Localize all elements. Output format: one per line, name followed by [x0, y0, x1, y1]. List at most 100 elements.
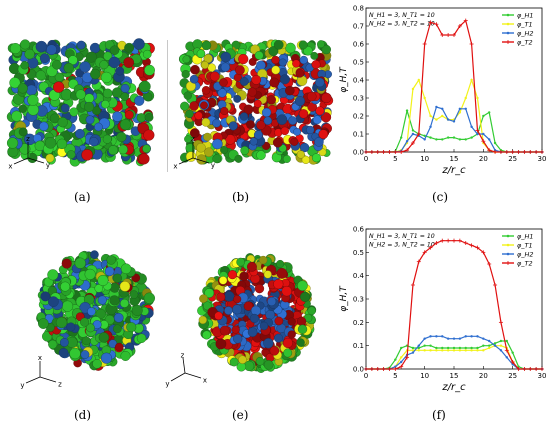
data-point	[504, 348, 509, 353]
data-point	[498, 150, 503, 154]
x-tick-label: 20	[479, 155, 488, 163]
particle	[85, 115, 95, 125]
data-point	[375, 367, 380, 371]
particle	[57, 117, 68, 128]
particle	[134, 95, 145, 106]
particle	[97, 295, 107, 305]
particle	[269, 346, 280, 356]
data-point	[493, 141, 497, 145]
x-tick-label: 0	[364, 372, 368, 380]
data-point	[364, 367, 368, 371]
data-point	[510, 150, 515, 154]
data-point	[464, 346, 467, 350]
particle	[283, 348, 293, 358]
data-point	[516, 367, 521, 371]
particle	[120, 83, 130, 93]
particle	[61, 300, 74, 312]
annotation-line: N_H2 = 3, N_T2 = 10	[369, 21, 435, 28]
particle	[181, 70, 190, 79]
particle	[47, 269, 59, 281]
particle	[271, 55, 280, 65]
data-point	[510, 360, 515, 364]
particle	[234, 154, 243, 163]
data-point	[393, 150, 398, 154]
particle	[212, 138, 223, 150]
particle	[307, 306, 316, 315]
particle	[9, 77, 21, 89]
y-axis-label: φ_H,T	[339, 66, 349, 93]
data-point	[364, 150, 368, 154]
particle	[233, 94, 242, 103]
particle	[75, 89, 86, 100]
particle	[142, 144, 151, 153]
data-point	[446, 337, 450, 340]
data-point	[540, 367, 544, 371]
particle	[52, 59, 62, 70]
data-point	[435, 105, 438, 109]
particle	[253, 99, 262, 108]
particle	[69, 347, 81, 360]
particle	[227, 270, 238, 280]
data-point	[493, 150, 498, 154]
data-point	[482, 337, 485, 340]
particle	[204, 288, 215, 298]
particle	[287, 330, 296, 339]
particle	[220, 51, 232, 63]
particle	[273, 333, 283, 343]
particle	[84, 268, 96, 280]
data-point	[464, 107, 467, 111]
y-tick-label: 0.6	[353, 226, 365, 234]
plot-area	[365, 7, 543, 153]
particle	[126, 322, 137, 333]
particle	[94, 122, 103, 132]
particle	[84, 93, 95, 104]
particle	[87, 307, 96, 316]
data-point	[481, 250, 486, 255]
data-point	[482, 349, 485, 352]
axis-line	[170, 372, 186, 382]
particle	[215, 338, 227, 350]
particle	[136, 113, 146, 123]
y-tick-label: 0.4	[353, 77, 365, 85]
particle	[184, 135, 192, 143]
x-tick-label: 25	[508, 155, 517, 163]
particle	[136, 333, 147, 343]
data-point	[505, 339, 508, 343]
data-point	[493, 344, 497, 347]
y-tick-label: 0.5	[353, 59, 364, 67]
particle	[58, 348, 69, 358]
data-point	[375, 150, 380, 154]
particle	[318, 129, 329, 140]
axis-line	[182, 357, 186, 374]
particle	[112, 273, 123, 283]
particle	[207, 63, 216, 72]
particle	[236, 257, 245, 267]
y-axis-label: φ_H,T	[339, 285, 349, 312]
particle	[79, 61, 91, 73]
data-point	[440, 33, 445, 37]
particle	[189, 74, 199, 84]
annotation-line: N_H2 = 3, N_T2 = 10	[369, 242, 435, 249]
panel-separator	[167, 40, 168, 172]
data-point	[517, 365, 520, 368]
data-point	[476, 346, 479, 350]
data-point	[488, 138, 491, 141]
particle	[299, 55, 308, 65]
particle	[103, 51, 113, 61]
panel-a-render: x z y	[6, 38, 155, 171]
panel-f-caption: (f)	[432, 408, 446, 422]
particle	[63, 62, 75, 74]
particle	[263, 360, 274, 370]
data-point	[470, 349, 473, 352]
axis-label-x: x	[8, 163, 12, 171]
particle	[317, 40, 325, 49]
particle	[124, 110, 134, 120]
particle	[144, 64, 155, 76]
data-point	[399, 364, 404, 369]
data-point	[440, 238, 445, 243]
data-point	[498, 320, 503, 325]
particle	[119, 281, 131, 292]
particle	[120, 92, 129, 101]
particle	[296, 338, 305, 347]
y-tick-label: 0.7	[353, 23, 364, 31]
